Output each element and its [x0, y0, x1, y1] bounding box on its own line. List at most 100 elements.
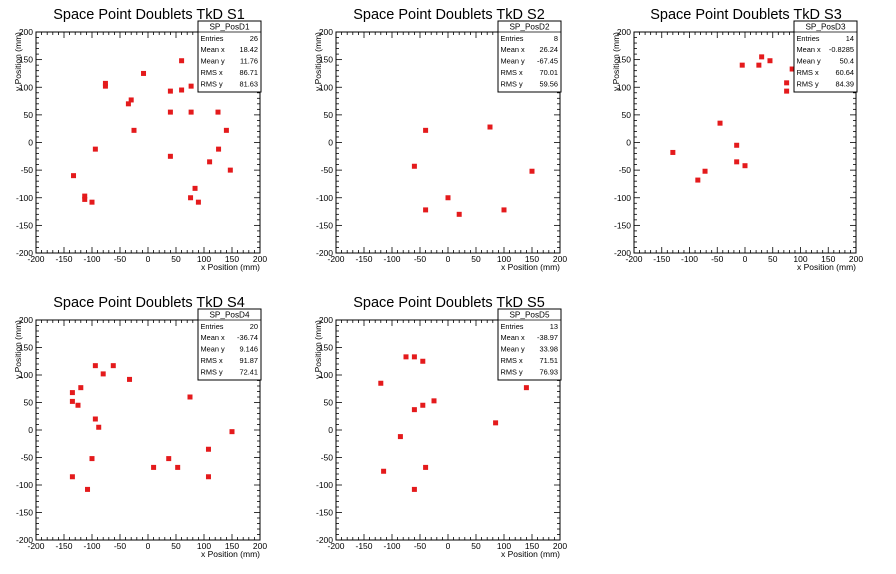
x-tick-label: -150	[355, 541, 372, 551]
data-point	[223, 127, 229, 133]
data-point	[411, 407, 417, 413]
y-tick-label: 200	[19, 27, 33, 37]
stats-row-value: 14	[846, 34, 854, 43]
stats-row-label: Mean x	[501, 45, 526, 54]
data-point	[82, 196, 88, 202]
stats-row-label: RMS x	[501, 356, 523, 365]
data-point	[85, 486, 91, 492]
data-point	[670, 149, 676, 155]
data-point	[179, 87, 185, 93]
data-point	[411, 486, 417, 492]
y-tick-label: -150	[316, 220, 333, 230]
data-point	[229, 429, 235, 435]
stats-row-label: RMS x	[501, 68, 523, 77]
data-point	[92, 416, 98, 422]
x-axis-label: x Position (mm)	[501, 262, 560, 272]
y-tick-label: 150	[19, 343, 33, 353]
y-tick-label: -100	[16, 193, 33, 203]
x-tick-label: -100	[83, 541, 100, 551]
y-tick-label: -100	[16, 480, 33, 490]
data-point	[695, 177, 701, 183]
y-tick-label: 0	[28, 425, 33, 435]
y-axis-label: y Position (mm)	[313, 32, 323, 91]
stats-box-frame	[197, 308, 262, 381]
data-point	[175, 464, 181, 470]
y-tick-label: 0	[626, 138, 631, 148]
x-tick-label: -200	[327, 254, 344, 264]
data-point	[110, 363, 116, 369]
stats-row-value: 84.39	[836, 79, 855, 88]
stats-row-label: Mean x	[201, 45, 226, 54]
data-point	[96, 424, 102, 430]
data-point	[205, 474, 211, 480]
stats-row-label: Entries	[797, 34, 820, 43]
data-point	[420, 402, 426, 408]
y-tick-label: 200	[319, 27, 333, 37]
data-point	[487, 124, 493, 130]
x-tick-label: 200	[253, 254, 267, 264]
stats-box: SP_PosD2 Entries 8 Mean x 26.24 Mean y -67.45 R…	[497, 20, 562, 93]
stats-box: SP_PosD3 Entries 14 Mean x -0.8285 Mean y 50.4…	[793, 20, 858, 93]
y-tick-label: 100	[19, 370, 33, 380]
data-point	[166, 456, 172, 462]
stats-row-label: Entries	[201, 34, 224, 43]
y-tick-label: 50	[324, 110, 334, 120]
y-tick-label: 50	[324, 398, 334, 408]
stats-row-value: 86.71	[240, 68, 259, 77]
data-point	[128, 97, 134, 103]
data-point	[192, 185, 198, 191]
stats-box-frame	[497, 308, 562, 381]
stats-row-label: RMS y	[501, 79, 523, 88]
chart-panel-2: Space Point Doublets TkD S2 -200 -150 -100 -…	[313, 7, 567, 272]
x-tick-label: -200	[625, 254, 642, 264]
y-tick-label: -200	[16, 248, 33, 258]
x-tick-label: 150	[821, 254, 835, 264]
data-point	[431, 398, 437, 404]
data-point	[734, 159, 740, 165]
y-tick-label: 150	[319, 55, 333, 65]
stats-box-frame	[793, 20, 858, 93]
stats-row-label: Mean x	[797, 45, 822, 54]
data-point	[381, 468, 387, 474]
x-tick-label: 0	[146, 541, 151, 551]
y-tick-label: -200	[16, 535, 33, 545]
data-point	[420, 358, 426, 364]
stats-row-label: RMS y	[501, 367, 523, 376]
data-point	[742, 163, 748, 169]
data-point	[445, 195, 451, 201]
data-point	[100, 371, 106, 377]
data-point	[205, 446, 211, 452]
stats-row-label: RMS x	[201, 356, 223, 365]
stats-row-value: -38.97	[537, 333, 558, 342]
stats-row-value: 33.98	[540, 345, 559, 354]
stats-row-label: RMS y	[201, 367, 223, 376]
x-tick-label: 50	[171, 541, 181, 551]
chart-panel-3: Space Point Doublets TkD S3 -200 -150 -100 -…	[611, 7, 863, 272]
x-tick-label: -50	[114, 254, 127, 264]
stats-row-value: 59.56	[540, 79, 559, 88]
y-tick-label: 50	[24, 110, 34, 120]
stats-row-label: RMS x	[201, 68, 223, 77]
stats-row-value: 11.76	[240, 57, 258, 66]
y-tick-label: -100	[614, 193, 631, 203]
data-point	[141, 70, 147, 76]
data-point	[127, 376, 133, 382]
x-tick-label: -200	[327, 541, 344, 551]
data-point	[739, 62, 745, 68]
x-tick-label: 0	[146, 254, 151, 264]
y-tick-label: 0	[328, 138, 333, 148]
stats-box-frame	[197, 20, 262, 93]
x-tick-label: 150	[225, 541, 239, 551]
y-tick-label: -150	[614, 220, 631, 230]
chart-panel-4: Space Point Doublets TkD S4 -200 -150 -100 -…	[13, 295, 267, 559]
x-tick-label: 150	[525, 254, 539, 264]
y-axis-label: y Position (mm)	[13, 32, 23, 91]
stats-row-value: 81.63	[240, 79, 259, 88]
stats-row-value: 20	[250, 322, 258, 331]
data-point	[82, 193, 88, 199]
data-point	[411, 354, 417, 360]
x-tick-label: -150	[653, 254, 670, 264]
chart-panel-5: Space Point Doublets TkD S5 -200 -150 -100 -…	[313, 295, 567, 559]
x-tick-label: 100	[497, 254, 511, 264]
data-point	[784, 80, 790, 86]
